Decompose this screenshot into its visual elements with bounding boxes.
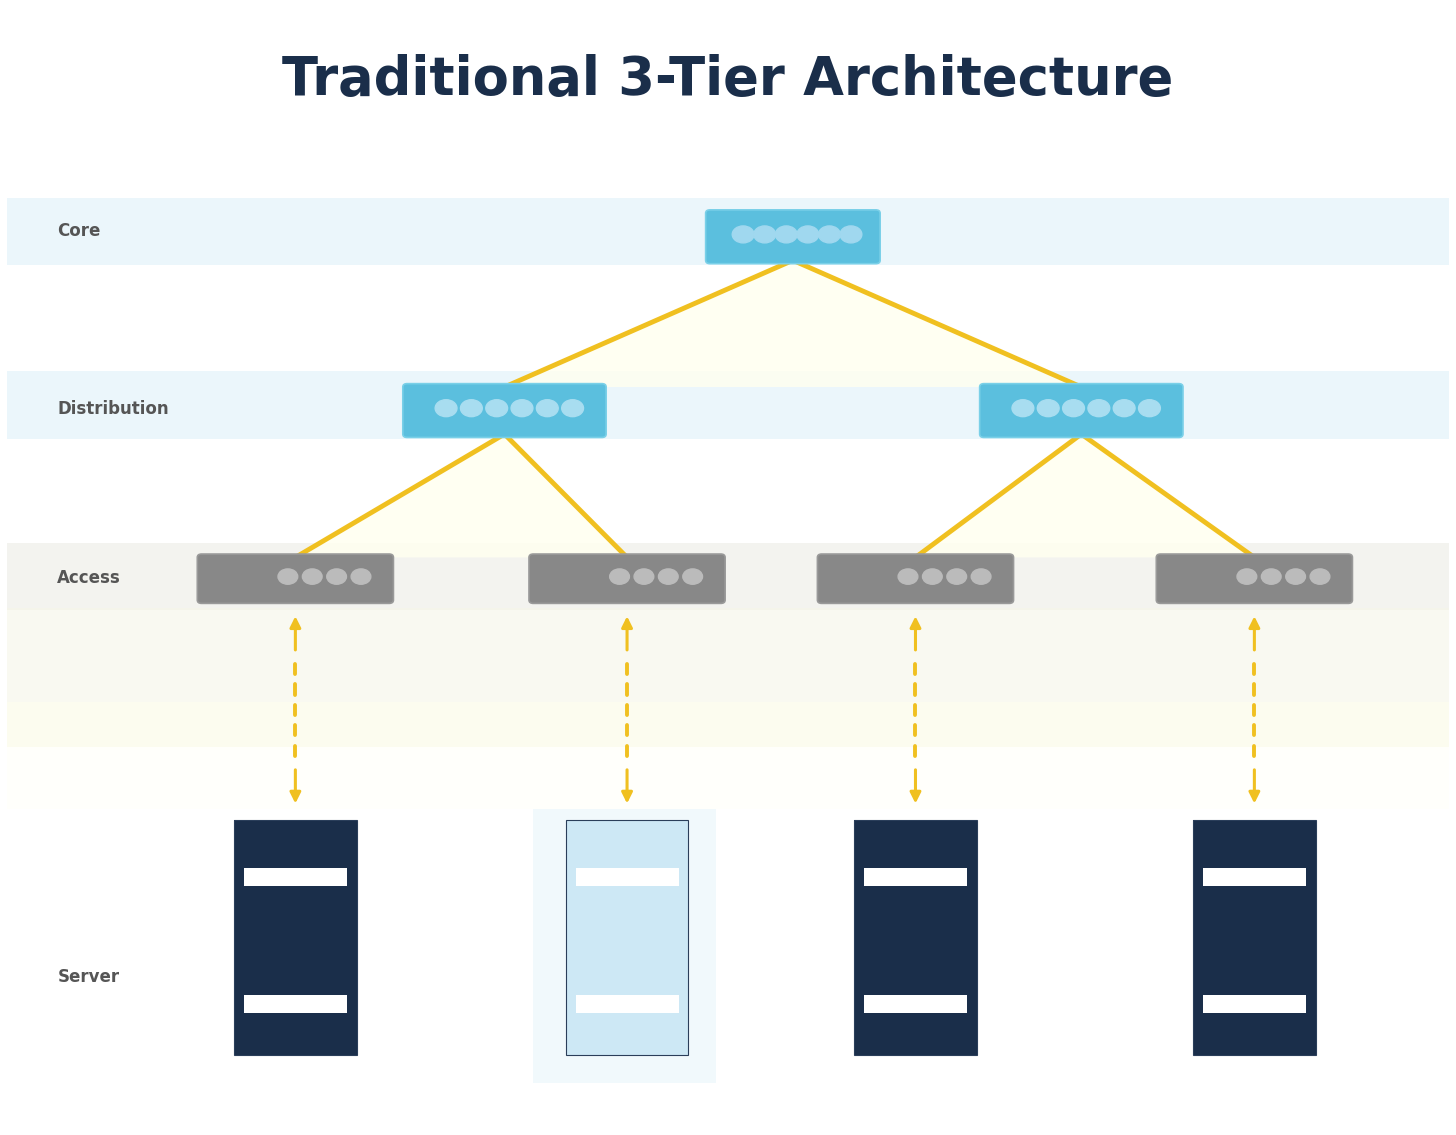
FancyBboxPatch shape bbox=[706, 210, 879, 263]
Polygon shape bbox=[296, 434, 628, 557]
Bar bbox=[234, 819, 357, 1056]
Bar bbox=[7, 608, 1449, 703]
Circle shape bbox=[326, 569, 347, 585]
FancyBboxPatch shape bbox=[980, 384, 1182, 437]
Circle shape bbox=[1012, 400, 1034, 417]
Circle shape bbox=[460, 400, 482, 417]
Circle shape bbox=[923, 569, 942, 585]
Bar bbox=[7, 197, 1449, 264]
Circle shape bbox=[658, 569, 678, 585]
Circle shape bbox=[1088, 400, 1109, 417]
Circle shape bbox=[511, 400, 533, 417]
Circle shape bbox=[435, 400, 457, 417]
Circle shape bbox=[898, 569, 917, 585]
Text: Core: Core bbox=[57, 222, 100, 241]
Circle shape bbox=[1286, 569, 1306, 585]
FancyBboxPatch shape bbox=[1156, 554, 1353, 604]
FancyBboxPatch shape bbox=[817, 554, 1013, 604]
Bar bbox=[7, 747, 1449, 808]
Bar bbox=[863, 868, 967, 885]
FancyBboxPatch shape bbox=[198, 554, 393, 604]
Circle shape bbox=[1037, 400, 1059, 417]
Circle shape bbox=[776, 226, 798, 243]
Bar bbox=[1203, 995, 1306, 1012]
Circle shape bbox=[1063, 400, 1085, 417]
Circle shape bbox=[1114, 400, 1136, 417]
Circle shape bbox=[278, 569, 297, 585]
Text: Access: Access bbox=[57, 569, 121, 587]
Bar bbox=[1192, 819, 1316, 1056]
Bar bbox=[1203, 868, 1306, 885]
Circle shape bbox=[610, 569, 629, 585]
Circle shape bbox=[840, 226, 862, 243]
Bar bbox=[855, 819, 977, 1056]
Bar bbox=[7, 371, 1449, 438]
Bar bbox=[245, 995, 347, 1012]
Bar bbox=[7, 703, 1449, 747]
Circle shape bbox=[562, 400, 584, 417]
Bar bbox=[234, 819, 357, 1056]
Polygon shape bbox=[504, 260, 1082, 387]
Circle shape bbox=[486, 400, 508, 417]
Circle shape bbox=[536, 400, 558, 417]
Circle shape bbox=[818, 226, 840, 243]
Bar bbox=[533, 808, 716, 1083]
FancyBboxPatch shape bbox=[529, 554, 725, 604]
Text: Traditional 3-Tier Architecture: Traditional 3-Tier Architecture bbox=[282, 53, 1174, 106]
Bar bbox=[863, 995, 967, 1012]
Text: Distribution: Distribution bbox=[57, 401, 169, 419]
Circle shape bbox=[303, 569, 322, 585]
Bar bbox=[245, 868, 347, 885]
Bar bbox=[855, 819, 977, 1056]
Circle shape bbox=[351, 569, 371, 585]
Circle shape bbox=[796, 226, 818, 243]
Circle shape bbox=[1261, 569, 1281, 585]
Circle shape bbox=[971, 569, 992, 585]
Circle shape bbox=[1310, 569, 1329, 585]
Circle shape bbox=[1139, 400, 1160, 417]
FancyBboxPatch shape bbox=[403, 384, 606, 437]
Polygon shape bbox=[916, 434, 1255, 557]
Circle shape bbox=[633, 569, 654, 585]
Circle shape bbox=[1238, 569, 1257, 585]
Bar bbox=[566, 819, 689, 1056]
Circle shape bbox=[946, 569, 967, 585]
Bar bbox=[7, 543, 1449, 611]
Circle shape bbox=[732, 226, 754, 243]
Circle shape bbox=[683, 569, 703, 585]
Bar bbox=[1192, 819, 1316, 1056]
Bar bbox=[575, 868, 678, 885]
Text: Server: Server bbox=[57, 968, 119, 985]
Circle shape bbox=[754, 226, 776, 243]
Bar bbox=[575, 995, 678, 1012]
Bar bbox=[566, 819, 689, 1056]
